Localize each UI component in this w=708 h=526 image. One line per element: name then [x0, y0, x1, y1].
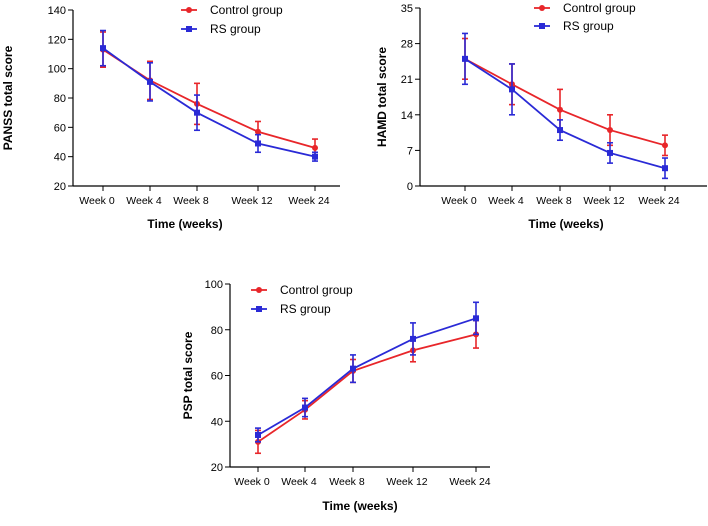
series-line [257, 317, 477, 436]
data-point [312, 153, 318, 160]
data-point [255, 431, 261, 438]
y-tick-label: 60 [54, 122, 66, 134]
legend-label: RS group [563, 19, 614, 33]
data-point [100, 45, 106, 52]
legend-marker [256, 306, 262, 312]
data-point [255, 140, 261, 147]
x-tick-label: Week 4 [488, 195, 524, 207]
x-tick-label: Week 8 [536, 195, 572, 207]
y-tick-label: 80 [211, 325, 223, 337]
x-tick-label: Week 8 [173, 195, 209, 207]
series-line [257, 333, 477, 443]
data-point [312, 144, 318, 151]
legend-marker [539, 5, 545, 11]
y-tick-label: 120 [48, 34, 66, 46]
legend-marker [256, 287, 262, 293]
legend-label: Control group [210, 3, 283, 17]
legend-label: RS group [210, 22, 261, 36]
legend-marker [186, 7, 192, 13]
series-control [100, 31, 318, 158]
y-tick-label: 28 [401, 39, 413, 51]
x-axis-label: Time (weeks) [322, 499, 397, 513]
series-control [462, 37, 668, 157]
data-point [607, 127, 613, 134]
x-tick-label: Week 12 [386, 476, 427, 488]
y-tick-label: 20 [54, 181, 66, 193]
hamd-chart: 0 7 14 21 28 35 Week 0 Week 4 Week 8 Week 12 Week … [375, 1, 707, 231]
legend-label: Control group [563, 1, 636, 15]
data-point [255, 128, 261, 135]
data-point [462, 55, 468, 62]
y-tick-label: 0 [407, 181, 413, 193]
x-tick-label: Week 0 [79, 195, 115, 207]
x-tick-label: Week 12 [231, 195, 272, 207]
data-point [410, 335, 416, 342]
panss-chart: 20 40 60 80 100 120 140 Week 0 Week 4 Week 8 Week … [1, 3, 340, 231]
x-tick-label: Week 24 [288, 195, 329, 207]
data-point [607, 149, 613, 156]
y-tick-label: 40 [54, 152, 66, 164]
y-tick-label: 140 [48, 5, 66, 17]
legend: Control group RS group [251, 283, 353, 316]
y-tick-label: 60 [211, 371, 223, 383]
series-line [102, 48, 316, 149]
data-point [350, 365, 356, 372]
x-tick-label: Week 0 [441, 195, 477, 207]
x-tick-label: Week 24 [449, 476, 490, 488]
data-point [557, 127, 563, 134]
series-rs [100, 29, 318, 162]
x-tick-label: Week 4 [281, 476, 317, 488]
x-tick-label: Week 0 [234, 476, 270, 488]
data-point [662, 142, 668, 149]
data-point [194, 109, 200, 116]
y-tick-label: 21 [401, 74, 413, 86]
legend-label: Control group [280, 283, 353, 297]
x-tick-label: Week 4 [126, 195, 162, 207]
legend-marker [539, 23, 545, 29]
y-axis-label: HAMD total score [375, 47, 389, 147]
series-control [255, 319, 479, 455]
psp-chart: 20 40 60 80 100 Week 0 Week 4 Week 8 Week 12 Week… [181, 279, 491, 513]
y-tick-label: 100 [48, 64, 66, 76]
y-tick-label: 35 [401, 3, 413, 15]
x-tick-label: Week 24 [638, 195, 679, 207]
legend: Control group RS group [181, 3, 283, 36]
y-axis-label: PSP total score [181, 331, 195, 419]
data-point [302, 404, 308, 411]
series-rs [255, 301, 479, 443]
x-tick-label: Week 8 [329, 476, 365, 488]
y-tick-label: 100 [205, 279, 223, 291]
y-tick-label: 80 [54, 93, 66, 105]
series-line [102, 47, 316, 158]
data-point [662, 165, 668, 172]
y-tick-label: 40 [211, 416, 223, 428]
x-axis-label: Time (weeks) [528, 217, 603, 231]
y-tick-label: 20 [211, 462, 223, 474]
data-point [557, 106, 563, 113]
x-axis-label: Time (weeks) [147, 217, 222, 231]
legend-label: RS group [280, 302, 331, 316]
y-tick-label: 7 [407, 145, 413, 157]
data-point [147, 78, 153, 85]
series-rs [462, 32, 668, 180]
legend-marker [186, 26, 192, 32]
y-axis-label: PANSS total score [1, 45, 15, 150]
x-tick-label: Week 12 [583, 195, 624, 207]
y-tick-label: 14 [401, 110, 413, 122]
legend: Control group RS group [534, 1, 636, 33]
data-point [473, 315, 479, 322]
data-point [509, 86, 515, 93]
